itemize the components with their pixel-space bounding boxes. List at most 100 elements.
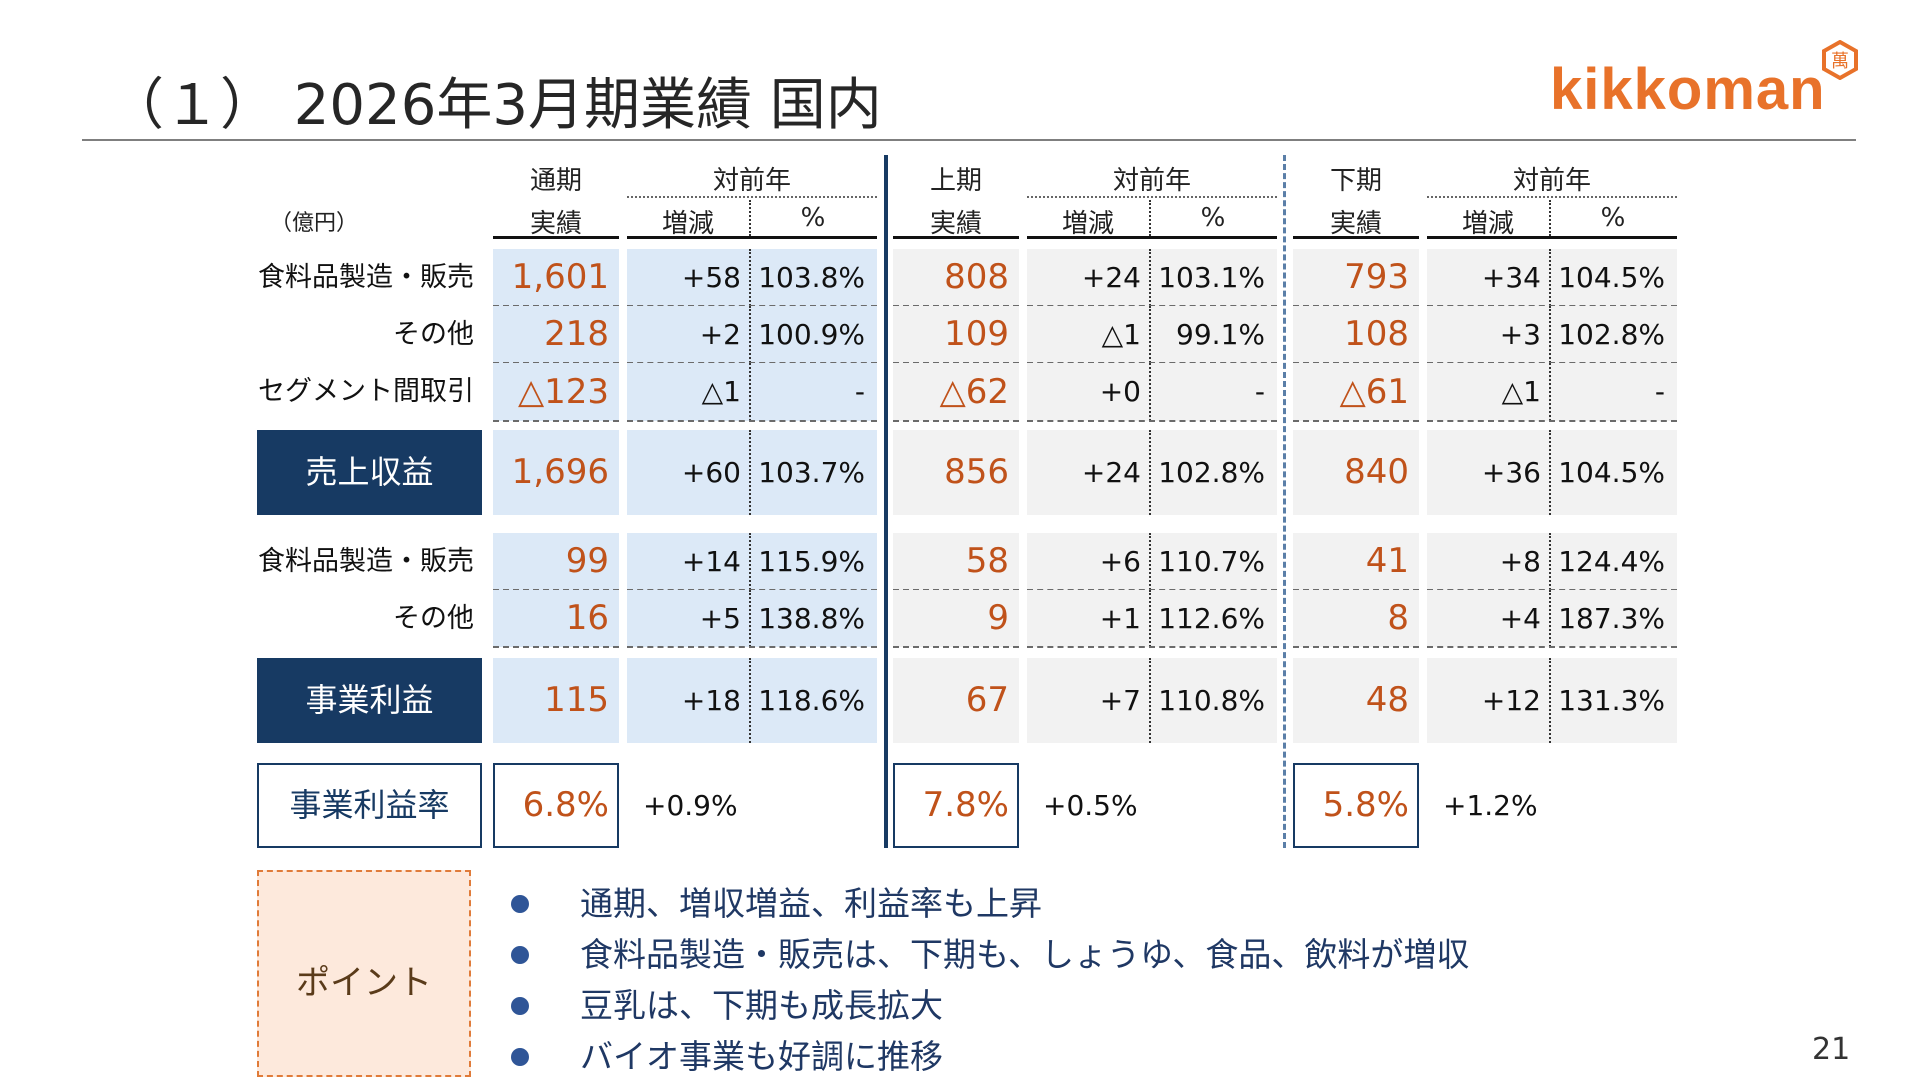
value-actual-biz_profit-full: 115 (544, 680, 609, 720)
cell-bg-yoy-food_profit-full (627, 533, 877, 590)
row-label-other-profit: その他 (393, 603, 474, 634)
cell-bg-yoy-food_sales-h2 (1427, 249, 1677, 306)
cell-divider-other_profit-full (749, 590, 751, 647)
unit-label: （億円） (270, 211, 359, 236)
value-actual-food_profit-full: 99 (565, 541, 609, 581)
cell-bg-actual-other_profit-h2 (1293, 590, 1419, 647)
value-pct-revenue-h1: 102.8% (1158, 456, 1265, 489)
header-yoy-divider-h1 (1027, 196, 1277, 198)
row-label-margin: 事業利益率 (289, 786, 450, 824)
value-diff-segment_elim-full: △1 (701, 375, 741, 408)
value-diff-revenue-h2: +36 (1481, 456, 1541, 489)
cell-bg-actual-biz_profit-h1 (893, 658, 1019, 743)
value-pct-food_sales-h1: 103.1% (1158, 261, 1265, 294)
value-pct-other_profit-h2: 187.3% (1558, 602, 1665, 635)
cell-bg-actual-biz_profit-h2 (1293, 658, 1419, 743)
cell-bg-actual-food_sales-full (493, 249, 619, 306)
value-actual-food_profit-h2: 41 (1365, 541, 1409, 581)
value-actual-revenue-h2: 840 (1344, 452, 1409, 492)
cell-bg-actual-segment_elim-h2 (1293, 363, 1419, 421)
value-pct-other_sales-h2: 102.8% (1558, 318, 1665, 351)
cell-bg-actual-revenue-h1 (893, 430, 1019, 515)
value-actual-food_sales-h1: 808 (944, 257, 1009, 297)
cell-divider-food_sales-h2 (1549, 249, 1551, 306)
cell-bg-yoy-other_sales-h1 (1027, 306, 1277, 363)
cell-bg-yoy-biz_profit-full (627, 658, 877, 743)
value-pct-food_profit-h1: 110.7% (1158, 545, 1265, 578)
row-sep-a-segment_elim-h1 (893, 420, 1019, 422)
header-underline-yoy-full (627, 236, 877, 239)
value-actual-other_profit-h1: 9 (987, 598, 1009, 638)
row-sep-a-other_profit-h2 (1293, 646, 1419, 648)
cell-divider-food_profit-full (749, 533, 751, 590)
cell-bg-actual-food_profit-full (493, 533, 619, 590)
cell-bg-actual-food_profit-h2 (1293, 533, 1419, 590)
title-divider (82, 139, 1856, 141)
row-sep-a-segment_elim-h2 (1293, 420, 1419, 422)
value-actual-other_sales-h2: 108 (1344, 314, 1409, 354)
value-actual-segment_elim-h1: △62 (939, 372, 1009, 412)
value-margin-diff-h1: +0.5% (1043, 789, 1138, 822)
cell-divider-segment_elim-full (749, 363, 751, 421)
row-sep-y-other_profit-h2 (1427, 646, 1677, 648)
value-diff-segment_elim-h2: △1 (1501, 375, 1541, 408)
cell-bg-yoy-other_profit-h2 (1427, 590, 1677, 647)
value-margin-h1: 7.8% (922, 785, 1009, 825)
header-yoy-divider-full (627, 196, 877, 198)
bullet-dot-icon (511, 1048, 529, 1066)
value-diff-food_sales-h1: +24 (1081, 261, 1141, 294)
value-diff-other_profit-h1: +1 (1099, 602, 1141, 635)
points-box: ポイント (257, 870, 471, 1077)
value-diff-segment_elim-h1: +0 (1099, 375, 1141, 408)
row-sep-a-segment_elim-full (493, 420, 619, 422)
cell-bg-yoy-other_sales-full (627, 306, 877, 363)
header-pct-h1: % (1200, 203, 1226, 233)
value-pct-other_profit-h1: 112.6% (1158, 602, 1265, 635)
value-diff-other_profit-full: +5 (699, 602, 741, 635)
value-actual-other_profit-h2: 8 (1387, 598, 1409, 638)
header-diff-h2: 増減 (1461, 209, 1514, 239)
cell-divider-food_profit-h2 (1549, 533, 1551, 590)
cell-bg-yoy-biz_profit-h2 (1427, 658, 1677, 743)
logo-seal-icon: 萬 (1822, 40, 1858, 80)
cell-bg-yoy-segment_elim-h2 (1427, 363, 1677, 421)
header-yoy-h2: 対前年 (1512, 166, 1591, 196)
value-diff-biz_profit-h1: +7 (1099, 684, 1141, 717)
row-sep-y-other_profit-h1 (1027, 646, 1277, 648)
point-item: 食料品製造・販売は、下期も、しょうゆ、食品、飲料が増収 (580, 935, 1470, 974)
value-pct-other_profit-full: 138.8% (758, 602, 865, 635)
row-sep-y-segment_elim-h2 (1427, 420, 1677, 422)
cell-divider-other_profit-h1 (1149, 590, 1151, 647)
value-actual-other_sales-full: 218 (544, 314, 609, 354)
value-pct-segment_elim-h2: - (1654, 375, 1665, 408)
cell-divider-food_sales-full (749, 249, 751, 306)
bullet-dot-icon (511, 895, 529, 913)
cell-divider-segment_elim-h1 (1149, 363, 1151, 421)
cell-divider-other_sales-h1 (1149, 306, 1151, 363)
header-yoy-divider-h2 (1427, 196, 1677, 198)
cell-bg-yoy-segment_elim-h1 (1027, 363, 1277, 421)
cell-bg-yoy-other_profit-full (627, 590, 877, 647)
cell-bg-actual-other_sales-full (493, 306, 619, 363)
bullet-dot-icon (511, 946, 529, 964)
header-yoy-h1: 対前年 (1112, 166, 1191, 196)
value-pct-food_profit-full: 115.9% (758, 545, 865, 578)
cell-bg-actual-segment_elim-full (493, 363, 619, 421)
cell-bg-actual-revenue-h2 (1293, 430, 1419, 515)
cell-bg-actual-food_sales-h2 (1293, 249, 1419, 306)
cell-divider-other_sales-h2 (1549, 306, 1551, 363)
value-actual-food_sales-full: 1,601 (511, 257, 609, 297)
value-pct-biz_profit-h2: 131.3% (1558, 684, 1665, 717)
cell-divider-other_profit-h2 (1549, 590, 1551, 647)
cell-bg-yoy-revenue-h2 (1427, 430, 1677, 515)
header-underline-yoy-h2 (1427, 236, 1677, 239)
value-diff-other_sales-full: +2 (699, 318, 741, 351)
value-margin-h2: 5.8% (1322, 785, 1409, 825)
points-label: ポイント (296, 963, 432, 1003)
cell-bg-actual-biz_profit-full (493, 658, 619, 743)
value-diff-other_sales-h1: △1 (1101, 318, 1141, 351)
cell-bg-yoy-other_profit-h1 (1027, 590, 1277, 647)
page-number: 21 (1812, 1032, 1851, 1067)
row-label-biz-profit: 事業利益 (257, 658, 482, 743)
value-pct-segment_elim-full: - (854, 375, 865, 408)
